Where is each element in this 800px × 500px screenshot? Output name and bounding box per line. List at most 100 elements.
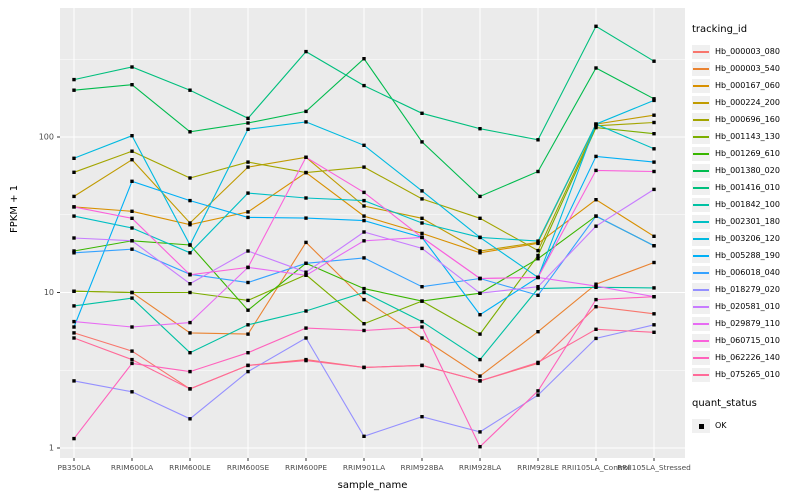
legend-item-label: Hb_018279_020 [715, 285, 780, 294]
legend-item-Hb_029879_110: Hb_029879_110 [692, 315, 798, 332]
data-point [594, 24, 598, 28]
data-point [130, 158, 134, 162]
data-point [362, 83, 366, 88]
data-point [652, 260, 656, 265]
data-point [130, 216, 134, 220]
data-point [478, 445, 482, 449]
legend-key-line [692, 180, 710, 195]
legend-key-line [692, 316, 710, 331]
data-point [362, 230, 366, 234]
legend-key-line [692, 350, 710, 365]
legend-key-line [692, 333, 710, 348]
legend-key-line [692, 197, 710, 212]
legend-item-label: Hb_000003_540 [715, 64, 780, 73]
data-point [304, 326, 308, 330]
data-point [652, 323, 656, 327]
data-point [652, 330, 656, 334]
legend-item-label: Hb_001269_610 [715, 149, 780, 158]
data-point [536, 286, 540, 291]
data-point [188, 290, 192, 295]
legend-item-Hb_000696_160: Hb_000696_160 [692, 111, 798, 128]
quant-legend-title: quant_status [692, 398, 757, 409]
x-tick-label: RRIM600LE [169, 463, 211, 472]
data-point [362, 434, 366, 438]
data-point [362, 286, 366, 291]
data-point [478, 251, 482, 255]
y-tick-label: 10 [44, 288, 54, 297]
legend-items: Hb_000003_080 Hb_000003_540 Hb_000167_060 H… [692, 43, 798, 383]
legend-key-line [692, 282, 710, 297]
data-point [420, 111, 424, 115]
legend-item-label: Hb_000003_080 [715, 47, 780, 56]
data-point [652, 234, 656, 238]
data-point [130, 149, 134, 153]
data-point [652, 132, 656, 136]
legend-item-label: OK [715, 421, 727, 430]
data-point [188, 331, 192, 335]
data-point [72, 331, 76, 335]
data-point [72, 436, 76, 441]
data-point [362, 190, 366, 195]
data-point [594, 168, 598, 173]
x-tick-label: RRIM901LA [343, 463, 385, 472]
data-point [304, 120, 308, 124]
data-point [420, 197, 424, 201]
data-point [420, 415, 424, 419]
data-point [130, 349, 134, 353]
data-point [652, 169, 656, 174]
data-point [246, 191, 250, 195]
x-tick-label: RRIM928LE [517, 463, 559, 472]
legend-item-label: Hb_060715_010 [715, 336, 780, 345]
data-point [594, 198, 598, 202]
data-point [478, 216, 482, 220]
data-point [130, 390, 134, 394]
data-point [304, 109, 308, 114]
legend-item-label: Hb_001416_010 [715, 183, 780, 192]
data-point [420, 140, 424, 144]
data-point [130, 83, 134, 87]
data-point [304, 273, 308, 277]
data-point [246, 249, 250, 253]
data-point [72, 194, 76, 199]
legend-item-Hb_062226_140: Hb_062226_140 [692, 349, 798, 366]
data-point [72, 77, 76, 82]
data-point [362, 143, 366, 147]
data-point [536, 393, 540, 397]
legend-key-line [692, 112, 710, 127]
legend-item-label: Hb_001380_020 [715, 166, 780, 175]
data-point [72, 205, 76, 209]
data-point [594, 305, 598, 309]
data-point [362, 214, 366, 218]
data-point [478, 235, 482, 240]
data-point [652, 98, 656, 103]
legend-item-Hb_001269_610: Hb_001269_610 [692, 145, 798, 162]
data-point [478, 291, 482, 295]
data-point [72, 236, 76, 240]
legend-key-line [692, 265, 710, 280]
data-point [652, 160, 656, 164]
data-point [72, 289, 76, 293]
data-point [420, 216, 424, 220]
data-point [594, 336, 598, 341]
data-point [246, 127, 250, 131]
legend-item-Hb_020581_010: Hb_020581_010 [692, 298, 798, 315]
data-point [362, 165, 366, 169]
data-point [478, 249, 482, 253]
data-point [362, 322, 366, 326]
tracking-id-legend: tracking_id Hb_000003_080 Hb_000003_540 Hb… [692, 24, 798, 383]
x-tick-label: RRII105LA_Control [562, 463, 631, 472]
data-point [304, 155, 308, 159]
data-point [362, 290, 366, 295]
legend-item-label: Hb_003206_120 [715, 234, 780, 243]
data-point [188, 198, 192, 203]
legend-key-line [692, 367, 710, 382]
data-point [188, 320, 192, 325]
data-point [304, 240, 308, 245]
data-point [420, 189, 424, 193]
data-point [420, 325, 424, 329]
legend-key-line [692, 129, 710, 144]
data-point [72, 156, 76, 160]
legend-item-label: Hb_062226_140 [715, 353, 780, 362]
legend-key-line [692, 95, 710, 110]
